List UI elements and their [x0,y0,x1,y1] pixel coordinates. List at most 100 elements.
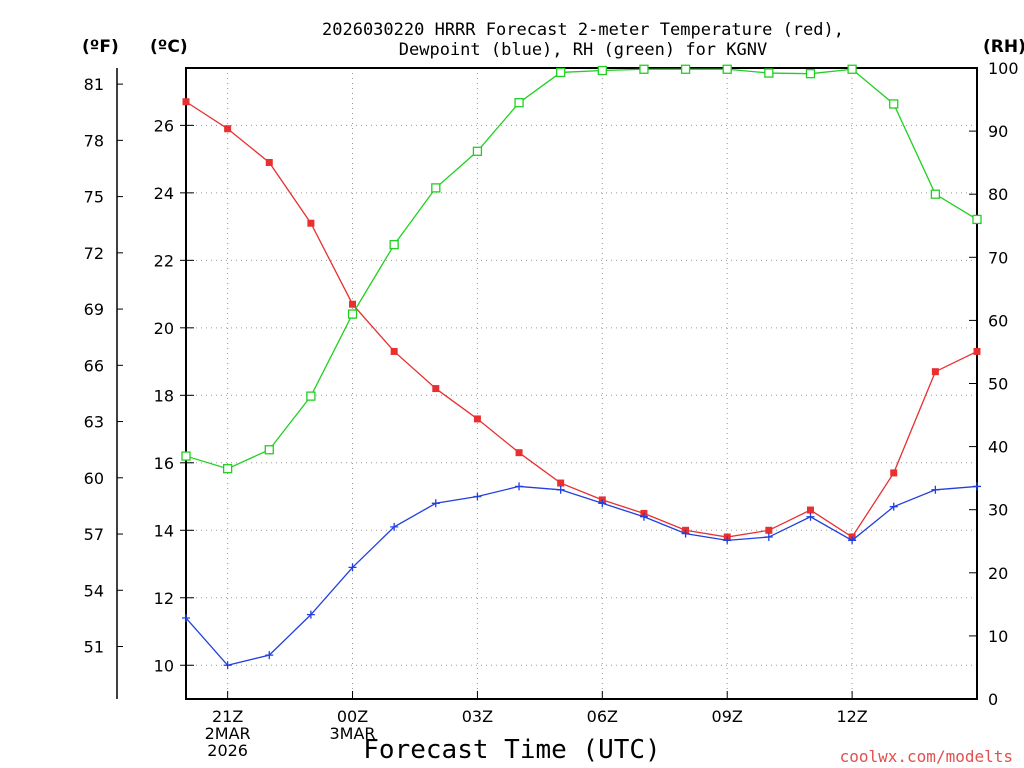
series-line-dewpoint [185,485,978,666]
rh-point [805,69,816,79]
celsius-tick-label: 10 [154,656,174,675]
celsius-tick-label: 20 [154,319,174,338]
rh-point [764,68,774,78]
x-tick-label: 09Z [712,707,743,726]
gridlines [186,68,977,699]
celsius-tick-label: 14 [154,521,174,540]
x-tick-label: 00Z [337,707,368,726]
dewpoint-point [723,536,732,545]
series-layer [181,64,982,670]
rh-point [972,214,982,225]
dewpoint-point [306,610,315,619]
temperature-point [349,300,357,308]
temperature-point [890,469,898,477]
dewpoint-point [390,522,399,531]
fahrenheit-unit-label: (ºF) [82,37,119,57]
fahrenheit-tick-label: 63 [84,413,104,432]
rh-tick-label: 70 [988,248,1008,267]
rh-tick-label: 30 [988,501,1008,520]
celsius-tick-label: 12 [154,589,174,608]
x-tick-label: 03Z [462,707,493,726]
fahrenheit-tick-label: 72 [84,244,104,263]
series-line-temperature [185,101,978,538]
series-rh [181,64,982,474]
rh-point [556,67,566,78]
celsius-tick-label: 22 [154,251,174,270]
chart-title-line2: Dewpoint (blue), RH (green) for KGNV [399,40,767,60]
temperature-point [806,506,814,514]
rh-point [389,240,399,250]
rh-point [514,98,524,108]
credit-text: coolwx.com/modelts [840,747,1013,766]
rh-tick-label: 100 [988,59,1019,78]
rh-point [639,64,649,74]
rh-tick-label: 10 [988,627,1008,646]
dewpoint-point [473,492,482,501]
celsius-tick-label: 18 [154,386,174,405]
rh-point [722,64,732,74]
fahrenheit-tick-label: 60 [84,469,104,488]
temperature-point [557,479,565,487]
series-dewpoint [182,482,981,670]
fahrenheit-tick-label: 69 [84,300,104,319]
dewpoint-point [973,482,981,491]
plot-frame [185,67,978,700]
temperature-point [931,368,939,376]
fahrenheit-tick-label: 78 [84,131,104,150]
temperature-point [765,526,773,534]
rh-point [472,146,483,156]
temperature-point [224,125,232,133]
fahrenheit-tick-label: 57 [84,525,104,544]
dewpoint-point [764,533,773,542]
rh-point [181,451,191,461]
dewpoint-point [431,499,440,508]
dewpoint-point [681,529,690,538]
axes: 10 12 14 16 18 20 22 24 26 51 54 57 60 63 66 69 72 75 78 81… [84,59,1019,760]
temperature-point [473,415,481,423]
rh-tick-label: 90 [988,122,1008,141]
dewpoint-point [265,651,274,660]
fahrenheit-tick-label: 75 [84,188,104,207]
x-tick-label: 21Z [212,707,243,726]
dewpoint-point [806,512,815,521]
rh-point [847,64,857,74]
dewpoint-point [598,499,607,508]
rh-tick-label: 50 [988,375,1008,394]
dewpoint-point [515,482,524,491]
celsius-tick-label: 24 [154,184,174,203]
dewpoint-point [889,502,898,511]
dewpoint-point [848,536,857,545]
dewpoint-point [182,614,190,623]
temperature-point [307,219,315,227]
fahrenheit-tick-label: 51 [84,638,104,657]
dewpoint-point [348,563,357,572]
rh-point [597,65,607,76]
celsius-tick-label: 16 [154,454,174,473]
temperature-point [973,347,981,355]
fahrenheit-tick-label: 81 [84,75,104,94]
rh-tick-label: 40 [988,438,1008,457]
rh-point [930,189,941,199]
fahrenheit-tick-label: 66 [84,356,104,375]
rh-point [264,445,274,455]
temperature-point [182,98,190,106]
x-tick-label: 12Z [836,707,867,726]
rh-tick-label: 20 [988,564,1008,583]
celsius-unit-label: (ºC) [150,37,188,57]
rh-point [306,391,316,401]
rh-unit-label: (RH) [983,37,1024,57]
temperature-point [432,385,440,393]
rh-tick-label: 0 [988,690,998,709]
fahrenheit-tick-label: 54 [84,581,104,600]
dewpoint-point [556,485,565,494]
x-tick-label: 3MAR [330,724,376,743]
temperature-point [265,158,273,166]
series-temperature [182,98,981,541]
dewpoint-point [223,661,232,670]
rh-point [889,99,899,109]
dewpoint-point [931,485,940,494]
rh-point [347,309,358,319]
chart-title-line1: 2026030220 HRRR Forecast 2-meter Tempera… [322,20,844,40]
rh-tick-label: 60 [988,311,1008,330]
